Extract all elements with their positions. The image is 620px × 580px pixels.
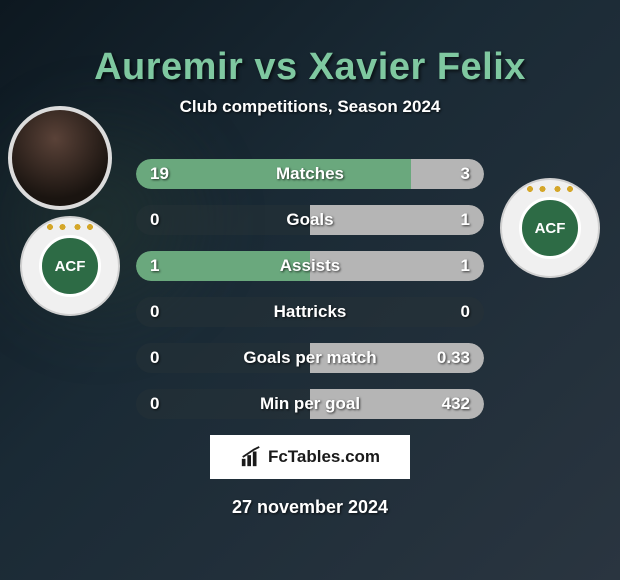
subtitle: Club competitions, Season 2024 (0, 97, 620, 117)
content-wrapper: Auremir vs Xavier Felix Club competition… (0, 38, 620, 518)
stat-bar-right (310, 205, 484, 235)
stat-row: 0 Hattricks 0 (136, 297, 484, 327)
stat-label: Assists (280, 256, 340, 276)
page-title: Auremir vs Xavier Felix (0, 46, 620, 89)
stat-value-left: 0 (150, 302, 159, 322)
stat-value-left: 0 (150, 348, 159, 368)
stats-container: 19 Matches 3 0 Goals 1 1 Assists 1 0 Hattricks 0 0 Go… (0, 159, 620, 419)
stat-label: Hattricks (274, 302, 347, 322)
brand-box[interactable]: FcTables.com (210, 435, 410, 479)
stat-value-left: 0 (150, 394, 159, 414)
stat-bar-left (136, 159, 411, 189)
stat-value-left: 19 (150, 164, 169, 184)
stat-row: 19 Matches 3 (136, 159, 484, 189)
stat-value-right: 0 (461, 302, 470, 322)
stat-value-right: 3 (461, 164, 470, 184)
stat-label: Matches (276, 164, 344, 184)
stat-value-left: 0 (150, 210, 159, 230)
stat-value-right: 1 (461, 256, 470, 276)
stat-label: Goals (286, 210, 333, 230)
brand-chart-icon (240, 446, 262, 468)
stat-row: 0 Goals 1 (136, 205, 484, 235)
stat-row: 0 Min per goal 432 (136, 389, 484, 419)
stat-value-right: 0.33 (437, 348, 470, 368)
stat-row: 0 Goals per match 0.33 (136, 343, 484, 373)
stat-bar-right (411, 159, 484, 189)
stat-label: Min per goal (260, 394, 360, 414)
stat-value-right: 432 (442, 394, 470, 414)
stat-value-left: 1 (150, 256, 159, 276)
date-label: 27 november 2024 (0, 497, 620, 518)
stat-value-right: 1 (461, 210, 470, 230)
brand-text: FcTables.com (268, 447, 380, 467)
stat-label: Goals per match (243, 348, 376, 368)
stat-row: 1 Assists 1 (136, 251, 484, 281)
